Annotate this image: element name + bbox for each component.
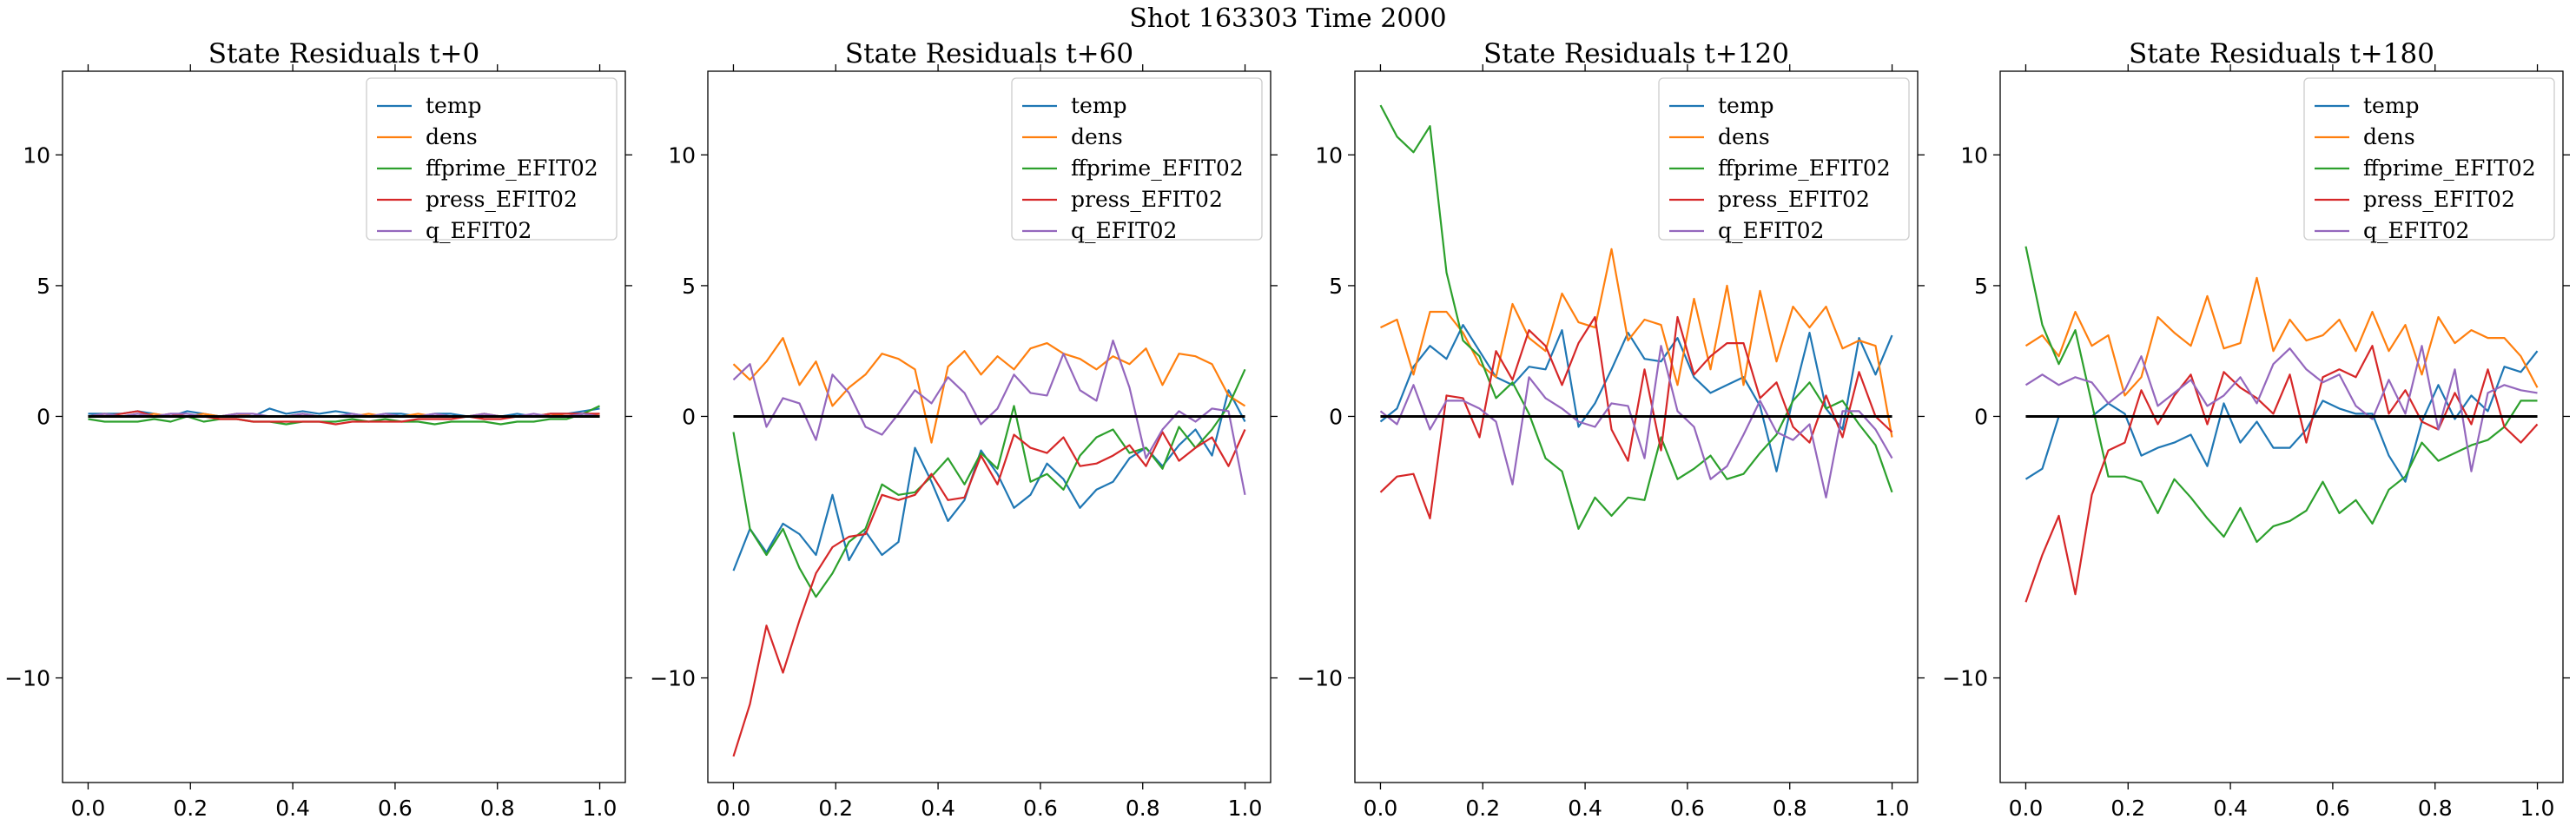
legend-box [2303,77,2555,241]
series-line-q_EFIT02 [1379,345,1893,499]
series-line-q_EFIT02 [2024,345,2538,472]
xtick-label: 0.2 [173,796,208,819]
chart-panel-1: State Residuals t+0 10 5 0 −10 0.0 0.2 0.4 0.6 0.… [4,38,632,819]
ytick-label: 0 [1974,404,1988,429]
legend-entry: q_EFIT02 [1718,218,1824,243]
axes-frame [1999,70,2564,783]
xtick-label: 0.6 [378,796,413,819]
xtick-label: 0.4 [2213,796,2248,819]
ytick-label: 5 [36,274,50,299]
ytick-label: 5 [1329,274,1343,299]
series-line-ffprime_EFIT02 [88,405,600,426]
series-line-dens [732,337,1246,444]
series-line-ffprime_EFIT02 [1379,104,1893,531]
legend-entry: temp [1071,93,1127,118]
xtick-label: 0.4 [921,796,955,819]
xtick-label: 1.0 [1228,796,1263,819]
legend-entry: temp [426,93,482,118]
legend-entry: q_EFIT02 [2363,218,2469,243]
xtick-label: 0.6 [1023,796,1058,819]
legend-entry: press_EFIT02 [426,187,578,212]
axes-frame [1354,70,1919,783]
legend: temp dens ffprime_EFIT02 press_EFIT02 q_EFIT… [2303,77,2555,243]
xtick-label: 0.8 [1773,796,1807,819]
legend-entry: dens [1071,124,1123,149]
xtick-label: 1.0 [2520,796,2555,819]
xtick-label: 0.4 [1568,796,1602,819]
legend-entry: dens [1718,124,1770,149]
figure-title: Shot 163303 Time 2000 [1129,3,1447,34]
ytick-label: 0 [36,404,50,429]
legend-entry: temp [1718,93,1774,118]
ytick-label: 0 [682,404,696,429]
series-line-press_EFIT02 [732,429,1246,757]
legend: temp dens ffprime_EFIT02 press_EFIT02 q_EFIT… [1658,77,1910,243]
legend-entry: press_EFIT02 [1071,187,1223,212]
series-line-press_EFIT02 [2024,345,2539,603]
chart-panel-3: State Residuals t+120 10 5 0 −10 0.0 0.2 0.4 0.6… [1297,38,1925,819]
ytick-label: 10 [1315,142,1343,168]
ytick-label: 5 [682,274,696,299]
legend-box [1011,77,1263,241]
panel-title: State Residuals t+120 [1483,38,1789,69]
xtick-label: 1.0 [1875,796,1910,819]
legend-box [366,77,618,241]
panel-title: State Residuals t+60 [845,38,1133,69]
series-line-temp [1379,324,1893,472]
panel-title: State Residuals t+180 [2129,38,2434,69]
xtick-label: 0.8 [1126,796,1160,819]
xtick-label: 0.0 [1364,796,1398,819]
xtick-label: 0.2 [1465,796,1500,819]
ytick-label: 10 [23,142,50,168]
xtick-label: 0.8 [2418,796,2453,819]
xtick-label: 0.2 [2110,796,2145,819]
xtick-label: 0.0 [717,796,751,819]
chart-panel-4: State Residuals t+180 10 5 0 −10 0.0 0.2 0.4 0.6… [1942,38,2570,819]
ytick-label: 10 [1960,142,1988,168]
xtick-label: 0.6 [1670,796,1705,819]
legend: temp dens ffprime_EFIT02 press_EFIT02 q_EFIT… [1011,77,1263,243]
xtick-label: 0.0 [2009,796,2044,819]
axes-frame [62,70,626,783]
xtick-label: 0.4 [275,796,310,819]
series-line-temp [2024,350,2539,483]
legend-entry: temp [2363,93,2420,118]
series-line-dens [2024,276,2539,397]
ytick-label: −10 [1297,666,1343,691]
xtick-label: 0.8 [480,796,515,819]
legend-entry: q_EFIT02 [426,218,532,243]
legend-entry: press_EFIT02 [1718,187,1870,212]
legend-entry: ffprime_EFIT02 [426,155,598,181]
xtick-label: 0.2 [818,796,853,819]
panel-title: State Residuals t+0 [208,38,479,69]
legend-entry: ffprime_EFIT02 [1071,155,1244,181]
legend-box [1658,77,1910,241]
series-line-ffprime_EFIT02 [2024,246,2538,544]
chart-panel-2: State Residuals t+60 10 5 0 −10 0.0 0.2 0.4 0.6 0… [650,38,1278,819]
ytick-label: 0 [1329,404,1343,429]
xtick-label: 1.0 [583,796,618,819]
series-line-ffprime_EFIT02 [732,368,1246,598]
legend-entry: dens [426,124,478,149]
legend-entry: dens [2363,124,2415,149]
legend: temp dens ffprime_EFIT02 press_EFIT02 q_EFIT… [366,77,618,243]
legend-entry: ffprime_EFIT02 [1718,155,1891,181]
ytick-label: −10 [4,666,50,691]
legend-entry: press_EFIT02 [2363,187,2515,212]
series-line-press_EFIT02 [1379,315,1893,520]
ytick-label: −10 [650,666,696,691]
legend-entry: ffprime_EFIT02 [2363,155,2536,181]
ytick-label: 5 [1974,274,1988,299]
legend-entry: q_EFIT02 [1071,218,1177,243]
xtick-label: 0.6 [2315,796,2350,819]
ytick-label: −10 [1942,666,1988,691]
xtick-label: 0.0 [71,796,106,819]
series-line-dens [1380,248,1893,438]
ytick-label: 10 [668,142,696,168]
axes-frame [707,70,1271,783]
